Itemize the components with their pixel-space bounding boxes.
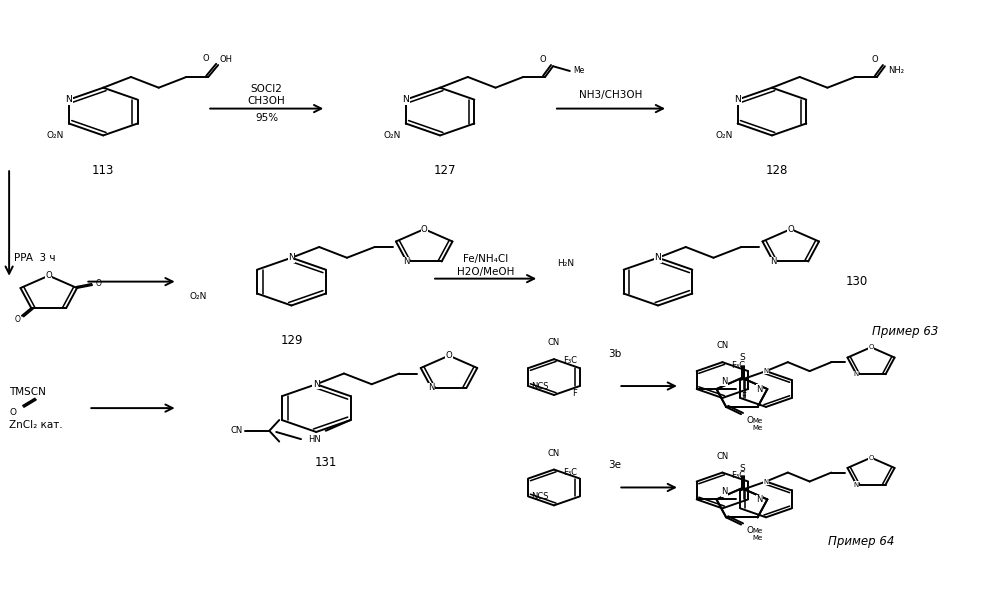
Text: N: N xyxy=(654,253,661,262)
Text: O: O xyxy=(868,344,874,350)
Text: TMSCN: TMSCN xyxy=(9,387,46,397)
Text: 128: 128 xyxy=(765,164,788,177)
Text: F: F xyxy=(741,392,746,401)
Text: CN: CN xyxy=(547,338,560,347)
Text: N: N xyxy=(756,385,762,393)
Text: O: O xyxy=(45,271,52,280)
Text: O: O xyxy=(9,408,16,417)
Text: 3b: 3b xyxy=(608,350,621,359)
Text: O: O xyxy=(203,54,210,63)
Text: CN: CN xyxy=(547,449,560,457)
Text: N: N xyxy=(288,253,295,262)
Text: O: O xyxy=(15,315,21,324)
Text: Me
Me: Me Me xyxy=(752,418,763,431)
Text: O₂N: O₂N xyxy=(47,131,64,140)
Text: S: S xyxy=(739,464,745,473)
Text: CN: CN xyxy=(231,427,243,435)
Text: 130: 130 xyxy=(845,275,867,288)
Text: N: N xyxy=(721,488,728,497)
Text: HN: HN xyxy=(308,435,321,444)
Text: Пример 63: Пример 63 xyxy=(872,325,939,338)
Text: F₃C: F₃C xyxy=(562,468,576,477)
Text: 127: 127 xyxy=(434,164,457,177)
Text: SOCl2: SOCl2 xyxy=(251,84,283,94)
Text: CN: CN xyxy=(716,451,728,460)
Text: O: O xyxy=(868,454,874,460)
Text: CN: CN xyxy=(716,341,728,350)
Text: N: N xyxy=(854,482,859,488)
Text: F₃C: F₃C xyxy=(731,471,745,480)
Text: N: N xyxy=(403,95,410,104)
Text: 113: 113 xyxy=(92,164,115,177)
Text: NCS: NCS xyxy=(531,382,548,391)
Text: 95%: 95% xyxy=(255,113,279,123)
Text: 131: 131 xyxy=(315,456,338,469)
Text: OH: OH xyxy=(219,55,232,64)
Text: S: S xyxy=(739,353,745,362)
Text: O: O xyxy=(96,280,102,288)
Text: NCS: NCS xyxy=(531,492,548,501)
Text: Fe/NH₄Cl: Fe/NH₄Cl xyxy=(463,254,508,264)
Text: O: O xyxy=(421,224,428,234)
Text: O: O xyxy=(787,224,794,234)
Text: ZnCl₂ кат.: ZnCl₂ кат. xyxy=(9,420,63,430)
Text: N: N xyxy=(721,377,728,386)
Text: NH₂: NH₂ xyxy=(888,67,904,76)
Text: NH3/CH3OH: NH3/CH3OH xyxy=(578,90,642,100)
Text: N: N xyxy=(756,495,762,504)
Text: F₃C: F₃C xyxy=(562,356,576,365)
Text: N: N xyxy=(66,95,72,104)
Text: N: N xyxy=(404,257,410,266)
Text: O: O xyxy=(446,351,453,360)
Text: Me: Me xyxy=(572,67,584,76)
Text: F: F xyxy=(571,389,576,398)
Text: CH3OH: CH3OH xyxy=(248,96,286,106)
Text: N: N xyxy=(429,384,435,393)
Text: O₂N: O₂N xyxy=(715,131,732,140)
Text: N: N xyxy=(854,371,859,378)
Text: O: O xyxy=(872,55,878,64)
Text: 129: 129 xyxy=(280,334,303,347)
Text: N: N xyxy=(313,380,320,389)
Text: N: N xyxy=(770,257,776,266)
Text: F₃C: F₃C xyxy=(731,361,745,370)
Text: O: O xyxy=(746,416,753,425)
Text: O: O xyxy=(746,526,753,535)
Text: H2O/MeOH: H2O/MeOH xyxy=(457,267,514,277)
Text: Me
Me: Me Me xyxy=(752,528,763,541)
Text: O₂N: O₂N xyxy=(190,292,207,301)
Text: N: N xyxy=(763,368,768,374)
Text: H₂N: H₂N xyxy=(556,259,573,268)
Text: Пример 64: Пример 64 xyxy=(828,535,894,548)
Text: O: O xyxy=(539,55,546,64)
Text: N: N xyxy=(763,479,768,485)
Text: N: N xyxy=(734,95,741,104)
Text: PPA  3 ч: PPA 3 ч xyxy=(14,253,56,263)
Text: 3e: 3e xyxy=(608,460,621,470)
Text: O₂N: O₂N xyxy=(384,131,401,140)
